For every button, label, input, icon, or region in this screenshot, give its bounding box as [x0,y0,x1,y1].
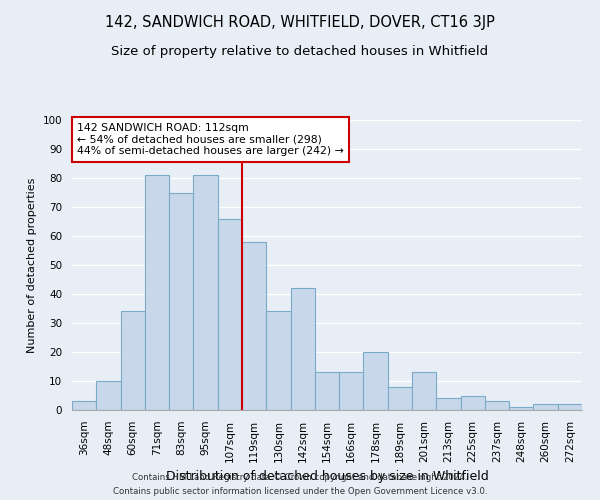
Bar [558,404,582,410]
Bar [72,402,96,410]
Text: 142 SANDWICH ROAD: 112sqm
← 54% of detached houses are smaller (298)
44% of semi: 142 SANDWICH ROAD: 112sqm ← 54% of detac… [77,123,344,156]
Bar [193,175,218,410]
Bar [169,192,193,410]
Bar [509,407,533,410]
Bar [266,312,290,410]
Bar [218,218,242,410]
Text: Size of property relative to detached houses in Whitfield: Size of property relative to detached ho… [112,45,488,58]
Bar [461,396,485,410]
Text: Contains HM Land Registry data © Crown copyright and database right 2024.: Contains HM Land Registry data © Crown c… [132,472,468,482]
Text: 142, SANDWICH ROAD, WHITFIELD, DOVER, CT16 3JP: 142, SANDWICH ROAD, WHITFIELD, DOVER, CT… [105,15,495,30]
Bar [145,175,169,410]
Bar [436,398,461,410]
Bar [339,372,364,410]
Bar [412,372,436,410]
Bar [121,312,145,410]
Bar [364,352,388,410]
Bar [485,402,509,410]
Bar [96,381,121,410]
Bar [290,288,315,410]
X-axis label: Distribution of detached houses by size in Whitfield: Distribution of detached houses by size … [166,470,488,483]
Bar [242,242,266,410]
Y-axis label: Number of detached properties: Number of detached properties [27,178,37,352]
Bar [533,404,558,410]
Text: Contains public sector information licensed under the Open Government Licence v3: Contains public sector information licen… [113,488,487,496]
Bar [388,387,412,410]
Bar [315,372,339,410]
